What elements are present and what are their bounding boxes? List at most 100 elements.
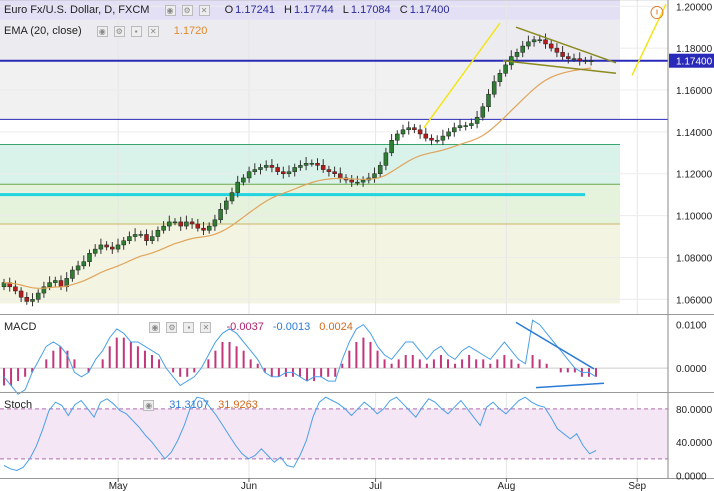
low-label: L [342,4,349,16]
candle-body [64,278,69,288]
macd-line-value: -0.0013 [272,321,311,333]
triangle-bottom-line [502,59,617,75]
close-icon[interactable]: ✕ [147,25,159,37]
candle-body [497,73,503,82]
candle-body [189,221,195,225]
candle-body [434,140,440,142]
stoch-tick-label: 40.0000 [676,438,713,449]
candle-body [35,292,41,300]
candle-body [548,43,554,49]
legend-buttons[interactable]: ◉ ⚙ ✕ [164,4,216,16]
candle-body [355,181,360,184]
candle-body [161,225,166,231]
candle-body [566,56,571,59]
ema-line [3,67,592,289]
stoch-tick-label: 0.0000 [676,472,707,483]
candle-body [241,177,246,183]
candle-body [138,234,144,236]
macd-divergence-line [515,321,595,370]
stoch-legend-buttons[interactable]: ◉ [143,399,160,411]
candle-body [457,125,463,128]
close-icon[interactable]: ✕ [200,321,212,333]
candle-body [383,152,389,166]
eye-icon[interactable]: ◉ [164,4,176,16]
symbol-title: Euro Fx/U.S. Dollar, D, FXCM [4,4,150,16]
candle-body [155,230,161,237]
candle-body [463,125,468,127]
eye-icon[interactable]: ◉ [96,25,108,37]
candle-body [429,137,434,141]
high-value: 1.17744 [293,4,334,16]
price-tick-label: 1.16000 [676,86,713,97]
stoch-k-value: 31.3107 [169,399,210,411]
candle-body [440,135,446,141]
candle-body [315,163,320,166]
price-tick-label: 1.08000 [676,253,713,264]
eye-icon[interactable]: ◉ [143,399,155,411]
candle-body [309,163,315,165]
close-label: C [399,4,408,16]
settings-icon[interactable]: ⚙ [113,25,125,37]
macd-label: MACD [4,321,37,333]
x-tick-label: Jun [241,481,257,491]
x-tick-label: May [109,481,128,491]
more-icon[interactable]: ▪ [130,25,142,37]
ema-legend-buttons[interactable]: ◉ ⚙ ▪ ✕ [96,25,165,37]
candle-body [526,41,531,47]
candle-body [58,280,64,288]
candle-body [446,131,451,137]
candle-body [406,127,411,131]
eye-icon[interactable]: ◉ [149,321,161,333]
candle-body [172,221,178,224]
candle-body [583,60,588,62]
macd-line [3,319,597,395]
candle-body [53,280,58,283]
macd-divergence-line [535,382,605,389]
candle-body [246,171,252,179]
candle-body [75,265,81,271]
fib-zone [0,0,620,20]
candle-body [218,209,223,221]
candle-body [571,58,577,60]
candle-body [474,116,480,124]
candle-body [104,244,109,248]
high-label: H [284,4,292,16]
trend-line [423,22,501,129]
candle-body [92,248,98,254]
candle-body [349,179,354,183]
more-icon[interactable]: ▪ [183,321,195,333]
candle-body [292,167,297,172]
fib-zone [0,184,620,224]
macd-hist-value: -0.0037 [226,321,264,333]
candle-body [372,173,377,179]
candle-body [389,140,394,154]
candle-body [144,234,149,241]
candle-body [87,253,92,262]
stoch-pane [0,396,668,472]
settings-icon[interactable]: ⚙ [166,321,178,333]
candle-body [520,45,525,53]
candle-body [531,39,537,43]
candle-body [110,246,115,250]
price-pane [0,0,668,478]
candle-body [115,244,121,250]
candle-body [178,221,183,227]
symbol-legend: Euro Fx/U.S. Dollar, D, FXCM ◉ ⚙ ✕ O 1.1724… [4,4,455,16]
candle-body [235,181,240,193]
candle-body [224,200,229,210]
open-value: 1.17241 [235,4,275,16]
candle-body [360,179,366,183]
close-icon[interactable]: ✕ [198,4,210,16]
candle-body [503,64,508,74]
macd-legend-buttons[interactable]: ◉ ⚙ ▪ ✕ [149,321,217,333]
x-tick-label: Aug [498,481,516,491]
candle-body [149,236,155,241]
settings-icon[interactable]: ⚙ [181,4,193,16]
candle-body [18,290,24,298]
price-tick-label: 1.18000 [676,44,713,55]
candle-body [184,221,189,227]
candle-body [47,282,52,288]
price-tick-label: 1.20000 [676,2,713,13]
candle-body [303,163,309,166]
